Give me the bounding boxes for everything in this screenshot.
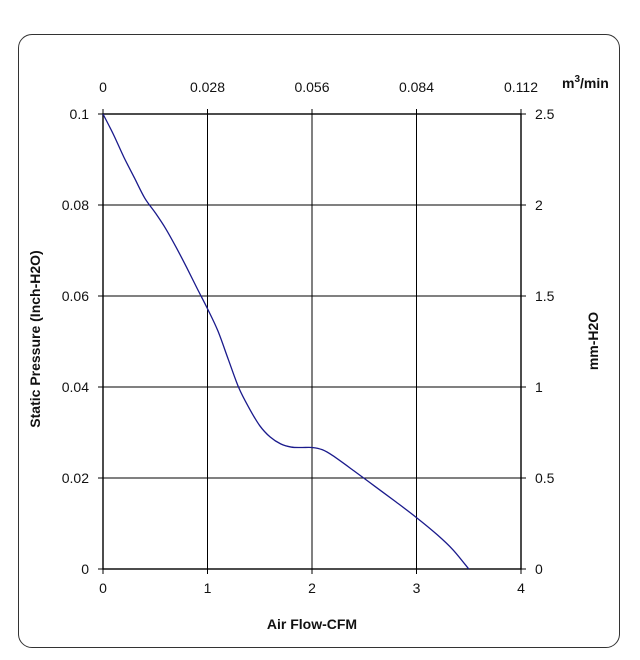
- y-tick-label: 0.08: [62, 197, 89, 213]
- y2-tick-label: 0: [535, 561, 543, 577]
- curve-layer: [102, 113, 470, 570]
- y-axis-title: Static Pressure (Inch-H2O): [27, 250, 43, 427]
- y-tick-label: 0.04: [62, 379, 89, 395]
- y-tick-label: 0.1: [70, 106, 90, 122]
- y2-tick-label: 2.5: [535, 106, 555, 122]
- x-tick-label: 1: [204, 580, 212, 596]
- x-tick-label: 3: [413, 580, 421, 596]
- tick-labels: 0 1 2 3 40 0.028 0.056 0.084 0.11200.020.040.060…: [62, 79, 555, 596]
- x2-axis-title-sup: 3: [574, 74, 580, 85]
- y-tick-label: 0.06: [62, 288, 89, 304]
- y-tick-label: 0.02: [62, 470, 89, 486]
- grid: [98, 109, 526, 574]
- y2-tick-label: 0.5: [535, 470, 555, 486]
- x-tick-label: 0: [99, 580, 107, 596]
- pressure-curve: [102, 113, 470, 570]
- x2-tick-label: 0.056: [294, 79, 329, 95]
- x2-tick-label: 0.112: [504, 79, 538, 95]
- x2-axis-title-tail: /min: [580, 75, 609, 91]
- y2-tick-label: 1.5: [535, 288, 555, 304]
- y2-tick-label: 2: [535, 197, 543, 213]
- x2-tick-label: 0: [99, 79, 107, 95]
- x2-axis-title: m3/min: [562, 74, 609, 91]
- y2-tick-label: 1: [535, 379, 543, 395]
- x2-axis-title-main: m: [562, 75, 574, 91]
- x-tick-label: 4: [517, 580, 525, 596]
- x2-tick-label: 0.028: [190, 79, 225, 95]
- x-axis-title: Air Flow-CFM: [267, 616, 357, 632]
- y2-axis-title: mm-H2O: [585, 312, 601, 370]
- y-tick-label: 0: [81, 561, 89, 577]
- x2-tick-label: 0.084: [399, 79, 434, 95]
- chart-frame: [18, 34, 620, 648]
- x-tick-label: 2: [308, 580, 316, 596]
